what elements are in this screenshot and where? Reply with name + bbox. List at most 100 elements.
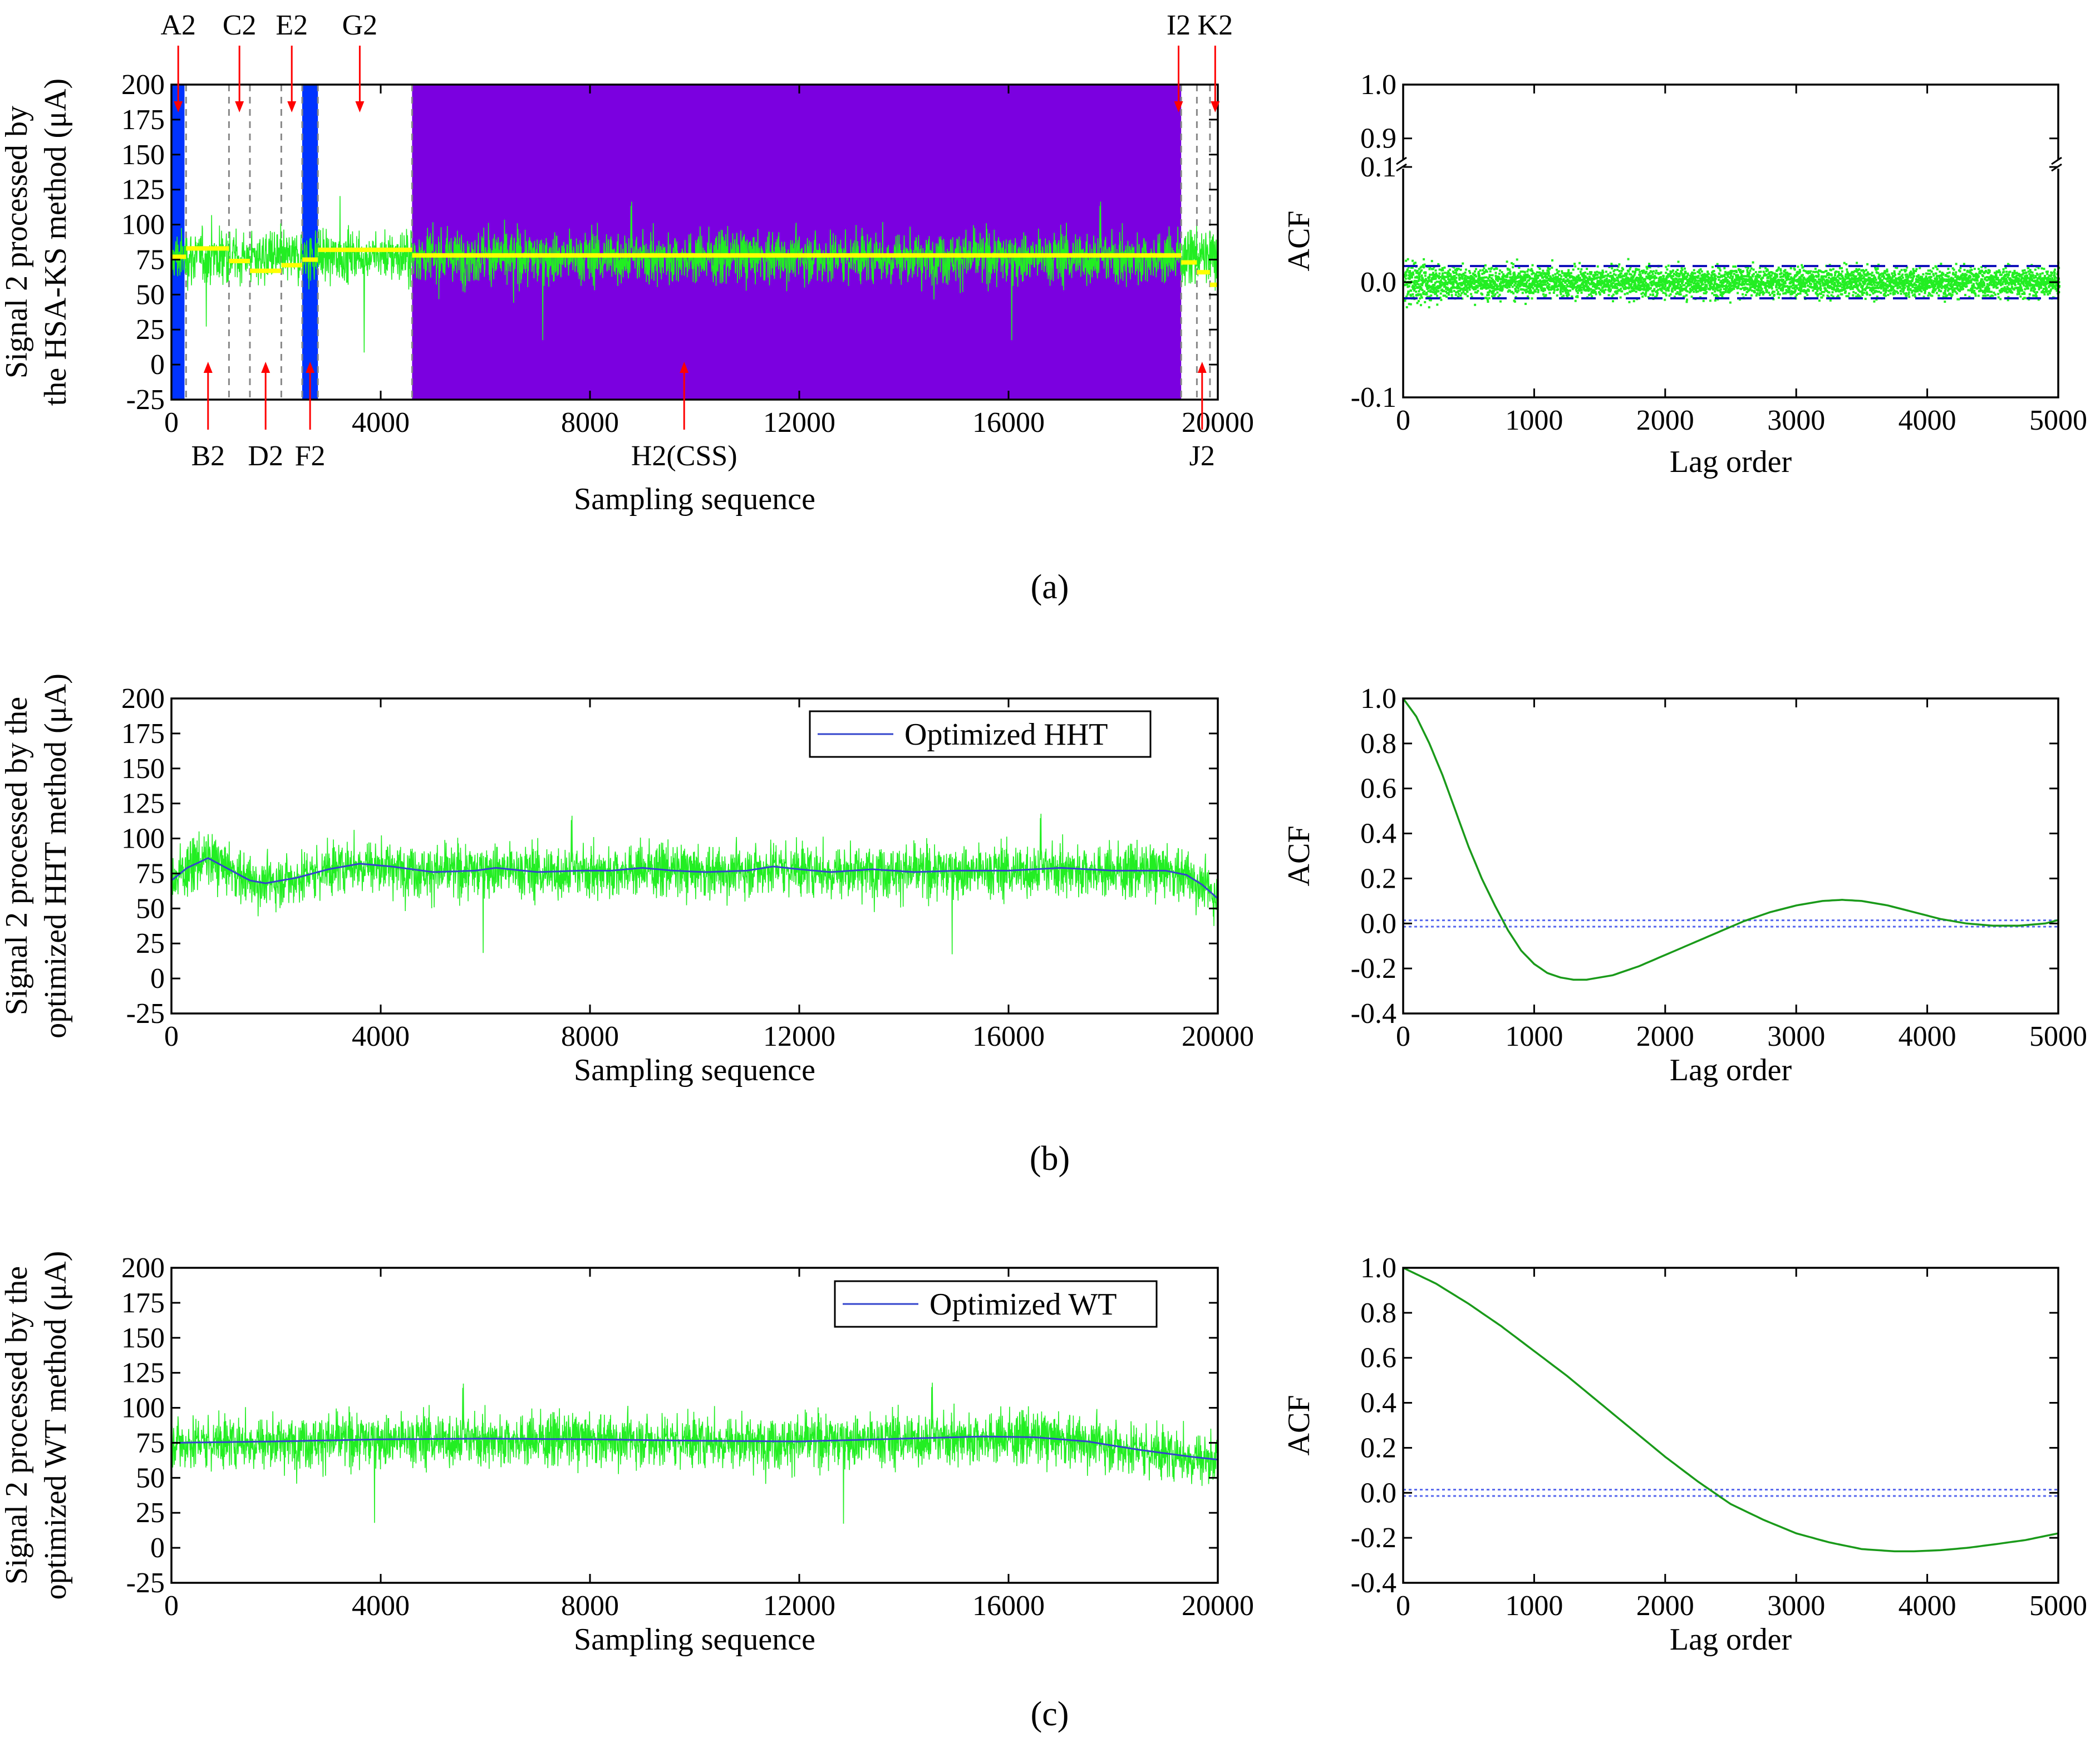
acf-point: [1755, 294, 1758, 297]
acf-point: [1645, 282, 1647, 284]
acf-point: [1425, 292, 1428, 294]
acf-point: [1673, 287, 1675, 289]
acf-point: [2043, 291, 2046, 293]
acf-point: [1896, 267, 1899, 269]
acf-point: [2000, 279, 2002, 282]
acf-point: [1776, 275, 1778, 278]
acf-point: [1574, 299, 1577, 302]
acf-point: [1668, 286, 1670, 289]
acf-point: [1980, 266, 1983, 269]
acf-point: [1511, 280, 1513, 283]
acf-point: [1626, 292, 1629, 295]
acf-point: [1551, 287, 1554, 289]
acf-point: [1676, 279, 1679, 282]
acf-point: [1700, 277, 1703, 279]
acf-point: [1893, 275, 1896, 278]
acf-point: [1886, 270, 1888, 273]
acf-point: [1792, 280, 1794, 283]
acf-point: [1854, 277, 1857, 280]
acf-point: [1829, 285, 1832, 288]
acf-point: [1594, 291, 1597, 293]
acf-point: [1723, 273, 1726, 276]
acf-point: [1525, 288, 1528, 291]
acf-point: [1945, 275, 1948, 277]
acf-point: [1901, 283, 1904, 286]
acf-point: [2005, 270, 2008, 273]
acf-point: [1899, 276, 1901, 279]
acf-point: [1577, 268, 1580, 270]
acf-point: [1796, 280, 1799, 283]
acf-point: [1547, 274, 1550, 277]
acf-point: [1934, 289, 1936, 292]
acf-point: [1762, 291, 1764, 293]
acf-point: [1668, 280, 1670, 283]
acf-point: [1733, 288, 1735, 291]
acf-point: [1871, 274, 1873, 277]
acf-point: [1856, 287, 1859, 290]
acf-point: [1617, 275, 1620, 278]
acf-point: [2017, 286, 2019, 289]
acf-point: [1628, 301, 1631, 303]
acf-point: [1619, 284, 1622, 287]
acf-point: [1567, 269, 1570, 272]
segment-label-top: A2: [160, 9, 196, 41]
acf-point: [1744, 278, 1747, 280]
acf-point: [1851, 281, 1854, 283]
acf-point: [1823, 291, 1826, 293]
acf-point: [1576, 281, 1578, 284]
acf-point: [1477, 284, 1479, 287]
acf-point: [1438, 280, 1441, 283]
acf-point: [1776, 293, 1779, 296]
acf-point: [1885, 289, 1888, 292]
acf-point: [1513, 271, 1516, 274]
acf-point: [1497, 279, 1499, 282]
segment-label-bottom: H2(CSS): [631, 440, 737, 472]
acf-point: [1428, 279, 1430, 282]
acf-point: [1572, 284, 1574, 287]
acf-point: [1754, 287, 1757, 289]
acf-point: [1585, 284, 1588, 286]
acf-point: [1523, 289, 1526, 292]
acf-point: [1429, 266, 1432, 269]
acf-point: [1447, 274, 1450, 277]
acf-point: [1842, 283, 1845, 286]
acf-point: [1576, 296, 1579, 298]
acf-point: [1506, 286, 1508, 289]
acf-point: [1472, 279, 1474, 282]
acf-point: [1501, 271, 1503, 274]
acf-point: [1629, 266, 1632, 269]
acf-point: [1528, 274, 1531, 277]
acf-point: [1532, 287, 1535, 289]
acf-point: [1446, 292, 1448, 294]
acf-point: [1438, 268, 1441, 271]
acf-point: [1668, 294, 1671, 297]
acf-point: [1727, 273, 1729, 275]
acf-point: [1405, 306, 1408, 308]
acf-point: [1769, 275, 1772, 278]
acf-point: [1969, 275, 1972, 278]
acf-point: [1858, 268, 1861, 270]
acf-point: [1490, 279, 1493, 282]
acf-point: [1615, 279, 1617, 282]
acf-point: [1979, 287, 1981, 289]
acf-point: [1833, 283, 1836, 286]
acf-point: [1949, 278, 1952, 280]
acf-point: [1896, 291, 1899, 293]
acf-point: [1696, 277, 1699, 279]
acf-point: [1737, 274, 1739, 277]
acf-point: [1727, 280, 1729, 283]
acf-point: [1648, 288, 1651, 291]
acf-point: [1700, 289, 1703, 292]
acf-point: [1802, 281, 1805, 284]
acf-point: [1466, 291, 1469, 293]
acf-point: [1492, 290, 1495, 293]
acf-point: [1819, 270, 1822, 273]
acf-point: [1713, 273, 1716, 275]
acf-point: [1449, 278, 1452, 281]
acf-point: [1943, 278, 1946, 281]
acf-point: [1439, 286, 1442, 289]
acf-point: [1847, 275, 1850, 278]
acf-point: [1976, 279, 1979, 282]
acf-point: [1732, 265, 1735, 268]
acf-point: [1767, 275, 1769, 278]
